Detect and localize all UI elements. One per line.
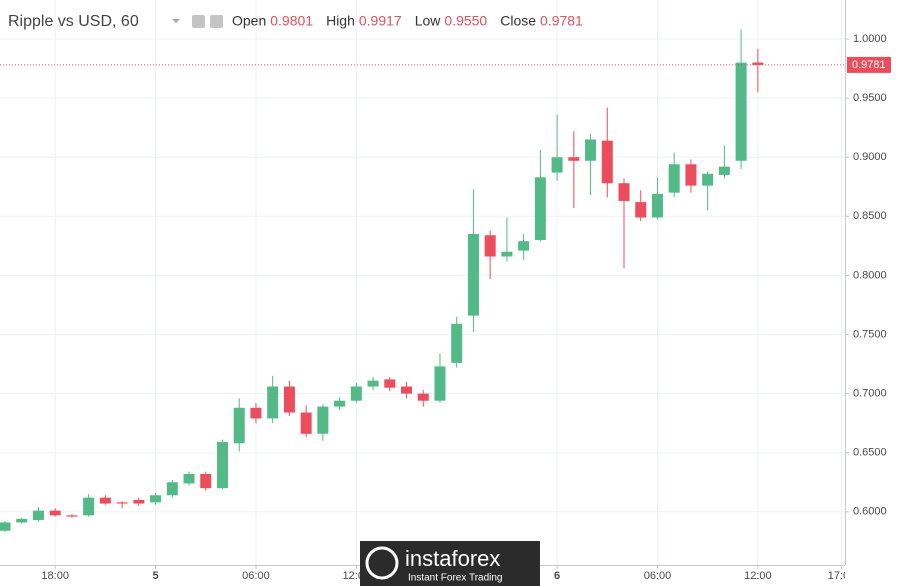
candle-body	[534, 177, 546, 240]
y-tick-label: 1.0000	[853, 33, 887, 45]
candle-body	[49, 510, 61, 516]
ohlc-label: High	[326, 13, 355, 29]
x-tick-label: 06:00	[644, 570, 672, 582]
x-tick-label: 06:00	[242, 570, 270, 582]
candle-body	[83, 497, 95, 516]
candle-body	[484, 235, 496, 257]
last-price-label: 0.9781	[852, 59, 886, 71]
candle-body	[150, 495, 162, 503]
ohlc-label: Close	[500, 13, 536, 29]
dropdown-arrow	[172, 19, 180, 23]
candle-body	[32, 510, 44, 521]
ohlc-value: 0.9917	[359, 13, 402, 29]
x-tick-label: 18:00	[41, 570, 69, 582]
x-tick-label: 17:00	[828, 570, 856, 582]
candle-body	[216, 442, 228, 489]
candle-body	[601, 140, 613, 184]
symbol: Ripple vs USD, 60	[8, 13, 139, 30]
candle-body	[752, 62, 764, 65]
last-price-box	[847, 56, 891, 73]
candle-body	[635, 202, 647, 218]
x-tick-label: 6	[554, 570, 560, 582]
candle-body	[417, 393, 429, 401]
candle-body	[685, 164, 697, 186]
candle-body	[300, 412, 312, 434]
candle-body	[183, 473, 195, 484]
y-tick-label: 0.7000	[853, 388, 887, 400]
candle-body	[116, 502, 128, 504]
x-tick-label: 5	[153, 570, 159, 582]
candle-body	[267, 386, 279, 419]
candle-body	[166, 482, 178, 496]
y-tick-label: 0.8000	[853, 269, 887, 281]
candle-body	[568, 157, 580, 161]
y-tick-label: 0.9500	[853, 92, 887, 104]
candle-body	[334, 400, 346, 407]
x-tick-label: 12:00	[744, 570, 772, 582]
ohlc-label: Low	[415, 13, 442, 29]
watermark-tagline: Instant Forex Trading	[408, 573, 503, 584]
candle-body	[401, 386, 413, 394]
plot-area: 18:00 5 06:00 12:00 6 06:00 12:00 17:00	[0, 0, 856, 582]
candle-body	[16, 518, 28, 523]
candle-body	[133, 499, 145, 504]
ohlc-value: 0.9550	[444, 13, 487, 29]
candle-body	[651, 193, 663, 218]
candle-body	[618, 183, 630, 201]
candle-body	[668, 164, 680, 193]
candle-body	[451, 323, 463, 363]
icon[interactable]	[210, 15, 223, 28]
candle-body	[367, 380, 379, 387]
ohlc-value: 0.9781	[540, 13, 583, 29]
header: Ripple vs USD, 60 Open 0.9801 High 0.9917 Lo…	[8, 13, 583, 31]
candle-body	[283, 386, 295, 413]
candle-body	[233, 407, 245, 444]
candle-body	[467, 234, 479, 316]
y-tick-label: 0.8500	[853, 210, 887, 222]
candle-body	[0, 522, 11, 531]
y-tick-label: 0.6000	[853, 506, 887, 518]
candle-body	[434, 366, 446, 401]
ohlc-value: 0.9801	[270, 13, 313, 29]
y-tick-label: 0.7500	[853, 328, 887, 340]
candle-body	[735, 62, 747, 161]
icon[interactable]	[192, 15, 205, 28]
candle-body	[250, 407, 262, 419]
candle-body	[585, 139, 597, 161]
candle-body	[501, 251, 513, 257]
watermark-brand: instaforex	[405, 546, 500, 571]
candle-body	[99, 497, 111, 504]
candle-body	[551, 157, 563, 173]
candle-body	[718, 166, 730, 175]
y-tick-label: 0.6500	[853, 447, 887, 459]
candle-body	[518, 241, 530, 251]
ohlc-label: Open	[232, 13, 266, 29]
candle-body	[384, 379, 396, 388]
candle-body	[317, 406, 329, 434]
watermark: instaforex Instant Forex Trading	[360, 541, 540, 586]
y-tick-label: 0.9000	[853, 151, 887, 163]
candle-body	[350, 386, 362, 401]
candle-body	[200, 473, 212, 489]
candle-body	[66, 515, 78, 517]
candle-body	[702, 173, 714, 186]
